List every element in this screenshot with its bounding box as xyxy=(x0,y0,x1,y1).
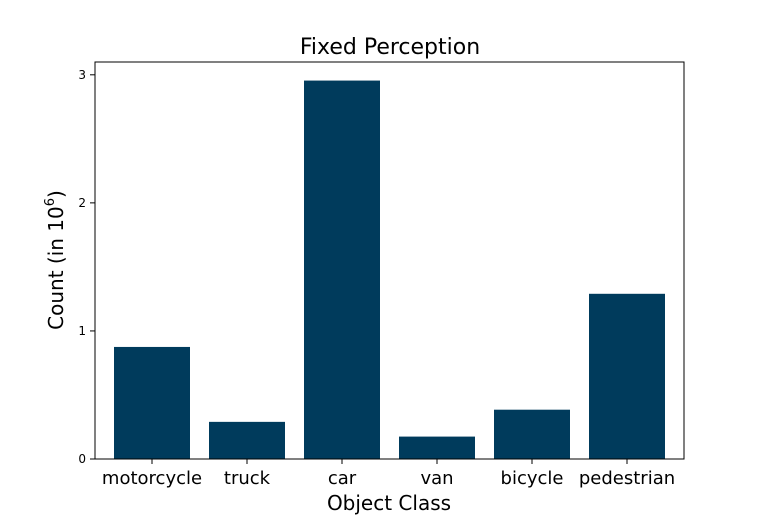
chart-title: Fixed Perception xyxy=(300,35,480,60)
bar-motorcycle xyxy=(114,346,190,459)
y-tick-label-1: 1 xyxy=(78,324,86,338)
bar-van xyxy=(399,436,475,459)
y-tick-label-3: 3 xyxy=(78,68,86,82)
y-tick-label-2: 2 xyxy=(78,196,86,210)
y-axis-label: Count (in 106) xyxy=(43,190,68,330)
plot-area: motorcycle truck car van bicycle pedestrian 0 1… xyxy=(78,68,675,489)
y-axis-label-suffix: ) xyxy=(44,190,68,198)
bar-truck xyxy=(209,421,285,459)
plot-frame xyxy=(94,61,685,460)
x-tick-label-van: van xyxy=(420,468,453,489)
x-tick-label-motorcycle: motorcycle xyxy=(102,468,202,489)
x-tick-label-car: car xyxy=(328,468,357,489)
x-tick-label-bicycle: bicycle xyxy=(501,468,564,489)
x-tick-label-truck: truck xyxy=(224,468,271,489)
y-tick-label-0: 0 xyxy=(78,452,86,466)
x-axis-label: Object Class xyxy=(327,491,451,515)
bar-bicycle xyxy=(494,409,570,459)
y-axis-label-prefix: Count (in 10 xyxy=(44,206,68,330)
y-axis-label-exponent: 6 xyxy=(43,198,58,206)
bar-pedestrian xyxy=(589,293,665,459)
bar-car xyxy=(304,80,380,460)
x-tick-label-pedestrian: pedestrian xyxy=(579,468,675,489)
